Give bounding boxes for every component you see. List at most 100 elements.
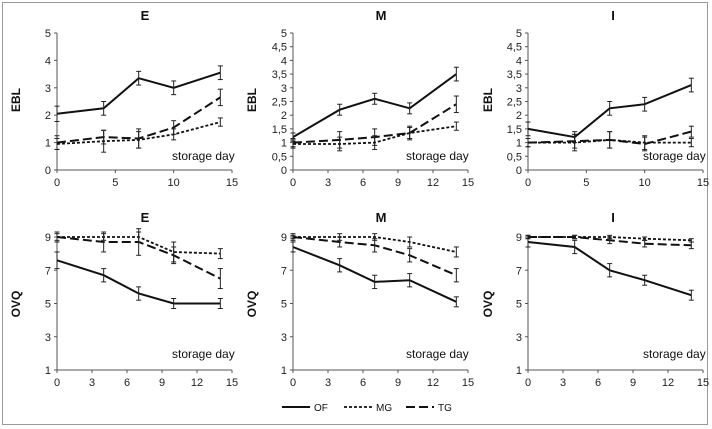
y-tick-label: 9 <box>516 232 522 244</box>
x-tick-label: 15 <box>462 177 474 189</box>
series-line-OF <box>292 73 457 138</box>
y-tick-label: 4 <box>281 55 287 67</box>
y-tick-label: 1,5 <box>507 124 522 136</box>
x-axis-label: storage day <box>643 347 706 361</box>
x-tick-label: 15 <box>226 177 238 189</box>
x-tick-label: 12 <box>427 177 439 189</box>
y-tick-label: 4 <box>45 55 51 67</box>
y-tick-label: 3 <box>45 332 51 344</box>
y-axis-label: EBL <box>481 88 495 112</box>
y-tick-label: 0 <box>45 165 51 177</box>
y-tick-label: 3 <box>45 83 51 95</box>
x-axis-label: storage day <box>406 347 469 361</box>
y-tick-label: 2 <box>516 110 522 122</box>
panel-2: 0 0,51 1,5 22,5 3 3,5 44,5 5 0 3 6 9 12 15 M EBL storage… <box>245 8 474 189</box>
series-TG <box>54 228 223 290</box>
x-tick-label: 15 <box>226 377 238 389</box>
y-tick-label: 2,5 <box>272 97 287 109</box>
y-tick-label: 0 <box>516 165 522 177</box>
y-tick-label: 4,5 <box>272 42 287 54</box>
x-tick-label: 3 <box>560 377 566 389</box>
panel-1: 0 1 2 3 4 5 0 5 10 15 E EBL storage day <box>9 8 238 189</box>
y-axis-label: OVQ <box>481 291 495 318</box>
y-tick-label: 9 <box>45 232 51 244</box>
panel-6: 1 3 5 7 9 0 3 6 9 12 15 I OVQ storage day <box>481 210 709 389</box>
x-tick-label: 9 <box>159 377 165 389</box>
y-tick-label: 0 <box>281 165 287 177</box>
y-tick-label: 3,5 <box>507 69 522 81</box>
panel-title: E <box>141 210 150 225</box>
x-tick-label: 0 <box>525 177 531 189</box>
series-TG <box>525 125 694 152</box>
panel-4: 1 3 5 7 9 0 3 6 9 12 15 E OVQ storage day <box>9 210 238 389</box>
x-tick-label: 6 <box>124 377 130 389</box>
y-tick-label: 7 <box>281 265 287 277</box>
x-tick-label: 6 <box>360 377 366 389</box>
y-axis-label: EBL <box>9 88 23 112</box>
panel-title: I <box>611 210 615 225</box>
y-tick-label: 1 <box>516 365 522 377</box>
y-tick-label: 5 <box>45 28 51 40</box>
panel-title: E <box>141 8 150 23</box>
x-tick-label: 9 <box>630 377 636 389</box>
x-tick-label: 9 <box>395 177 401 189</box>
panel-title: M <box>376 8 387 23</box>
y-tick-label: 4,5 <box>507 42 522 54</box>
panel-title: I <box>611 8 615 23</box>
y-axis-label: EBL <box>245 88 259 112</box>
y-tick-label: 3,5 <box>272 69 287 81</box>
x-tick-label: 0 <box>54 177 60 189</box>
y-tick-label: 1 <box>281 365 287 377</box>
x-tick-label: 6 <box>595 377 601 389</box>
figure-frame <box>2 2 708 425</box>
legend-label-MG: MG <box>376 403 392 414</box>
panel-3: 0 0,51 1,5 22,5 3 3,5 44,5 5 0 5 10 15 I EBL storage d… <box>481 8 709 189</box>
y-tick-label: 0,5 <box>507 151 522 163</box>
series-OF <box>54 251 223 309</box>
series-TG <box>290 233 459 283</box>
series-OF <box>525 236 694 301</box>
series-line-OF <box>292 246 457 303</box>
x-axis-label: storage day <box>172 149 235 163</box>
y-tick-label: 2 <box>45 110 51 122</box>
x-tick-label: 12 <box>662 377 674 389</box>
x-tick-label: 0 <box>290 177 296 189</box>
x-axis-label: storage day <box>643 149 706 163</box>
x-tick-label: 12 <box>191 377 203 389</box>
x-tick-label: 15 <box>462 377 474 389</box>
x-tick-label: 6 <box>360 177 366 189</box>
x-tick-label: 10 <box>168 177 180 189</box>
y-tick-label: 3 <box>281 83 287 95</box>
series-TG <box>525 234 694 250</box>
series-OF <box>290 66 459 142</box>
x-tick-label: 15 <box>697 177 709 189</box>
x-tick-label: 5 <box>583 177 589 189</box>
series-OF <box>290 241 459 308</box>
y-tick-label: 2,5 <box>507 97 522 109</box>
y-tick-label: 1 <box>516 138 522 150</box>
series-TG <box>290 95 459 149</box>
x-tick-label: 10 <box>639 177 651 189</box>
y-tick-label: 3 <box>281 332 287 344</box>
y-tick-label: 4 <box>516 55 522 67</box>
panel-title: M <box>376 210 387 225</box>
y-tick-label: 5 <box>516 299 522 311</box>
y-tick-label: 5 <box>516 28 522 40</box>
y-axis-label: OVQ <box>245 291 259 318</box>
panel-5: 1 3 5 7 9 0 3 6 9 12 15 M OVQ storage day <box>245 210 474 389</box>
legend-label-TG: TG <box>438 403 452 414</box>
y-tick-label: 2 <box>281 110 287 122</box>
x-tick-label: 12 <box>427 377 439 389</box>
legend-label-OF: OF <box>314 403 328 414</box>
y-tick-label: 9 <box>281 232 287 244</box>
x-tick-label: 3 <box>89 377 95 389</box>
series-TG <box>54 88 223 150</box>
y-tick-label: 5 <box>281 299 287 311</box>
x-axis-label: storage day <box>406 149 469 163</box>
legend: OF MG TG <box>282 403 452 414</box>
x-tick-label: 0 <box>290 377 296 389</box>
y-axis-label: OVQ <box>9 291 23 318</box>
series-OF <box>54 65 223 123</box>
y-tick-label: 5 <box>45 299 51 311</box>
y-tick-label: 1 <box>45 138 51 150</box>
